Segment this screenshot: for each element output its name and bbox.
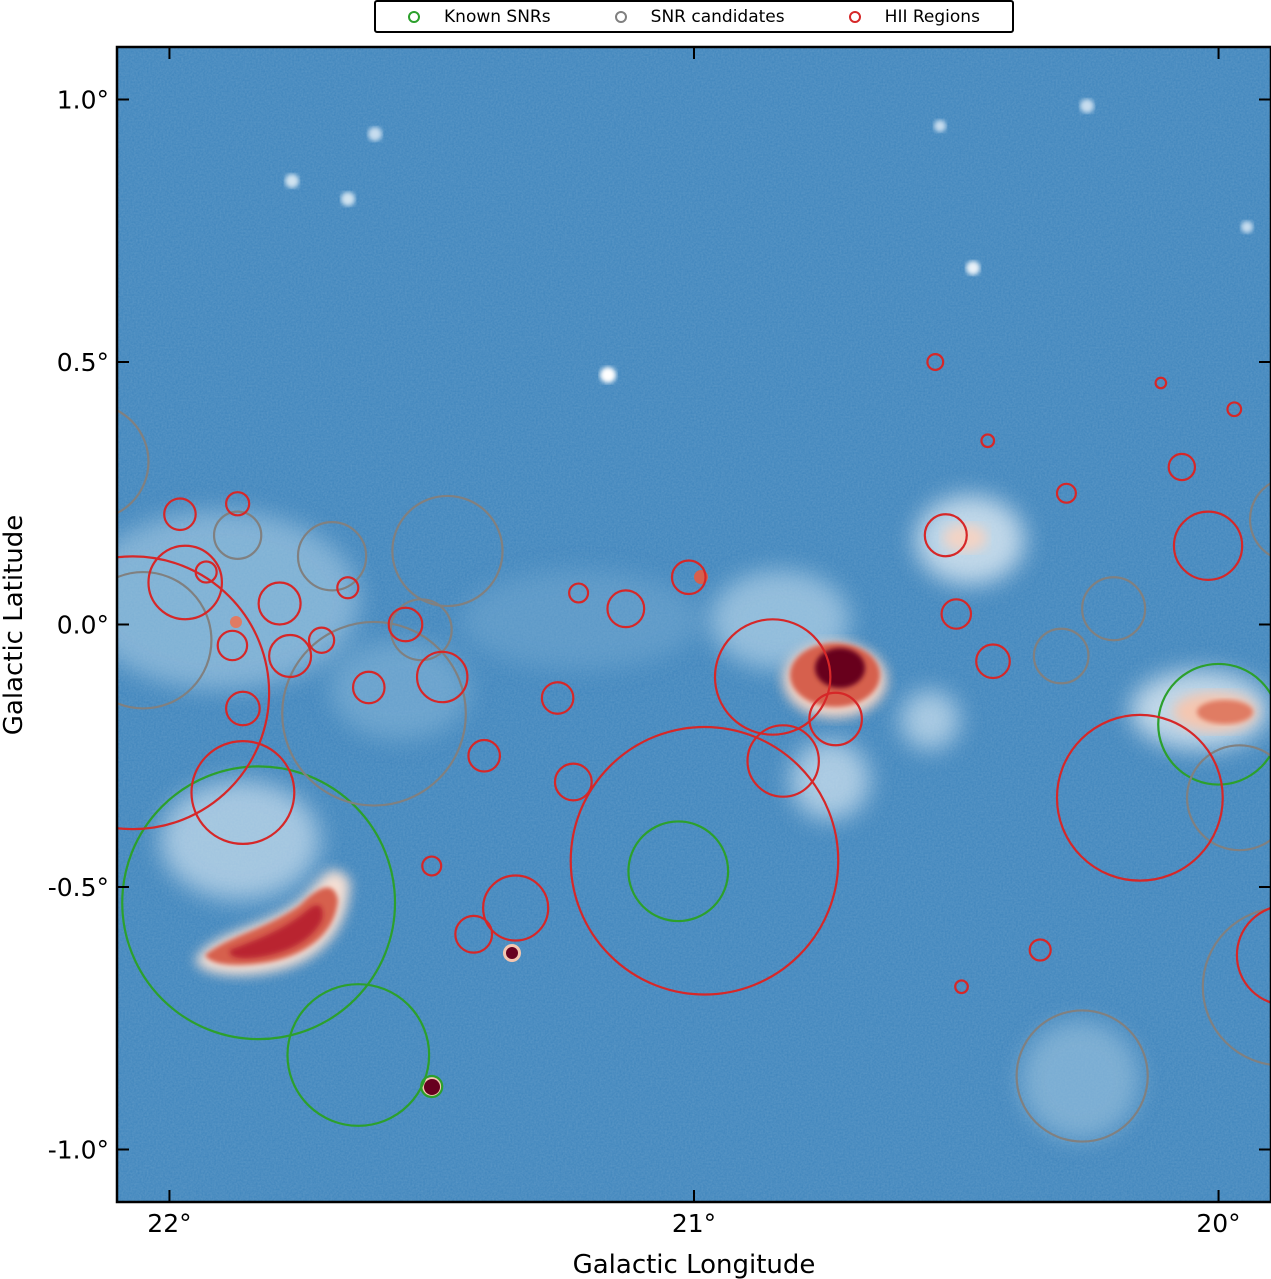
legend-label: HII Regions [884, 6, 980, 27]
hii-regions-circle [268, 633, 313, 679]
snr-candidates-circle [1032, 627, 1090, 685]
x-tick-label: 21° [672, 1209, 716, 1238]
hii-regions-circle [746, 724, 820, 798]
y-tick-label: 0.0° [57, 611, 109, 640]
hii-regions-circle [351, 670, 386, 705]
hii-regions-circle [713, 618, 832, 736]
known-snrs-circle [121, 765, 397, 1041]
hii-regions-circle [1055, 482, 1077, 504]
snr-candidates-circle [117, 570, 213, 710]
axis-ticks: 22° 21° 20° 1.0° 0.5° 0.0° -0.5° -1.0° [48, 47, 1271, 1238]
hii-regions-circle [940, 598, 973, 630]
hii-regions-circle [926, 353, 945, 371]
hii-regions-circle [1226, 401, 1243, 418]
snr-candidates-circle [1185, 744, 1271, 852]
hii-regions-circle [1055, 713, 1224, 882]
snr-candidates-circle [117, 409, 150, 515]
hii-regions-circle [147, 544, 224, 621]
legend: Known SNRs SNR candidates HII Regions [374, 0, 1014, 33]
green-circle-icon [408, 10, 421, 23]
snr-candidates-circle [1248, 481, 1271, 558]
hii-regions-circle [225, 690, 261, 727]
hii-regions-circle [194, 560, 218, 584]
hii-regions-circle [553, 762, 593, 802]
hii-regions-circle [1235, 906, 1271, 1004]
hii-regions-circle [808, 691, 863, 747]
region-circles-layer [117, 353, 1271, 1143]
hii-regions-circle [980, 433, 996, 449]
hii-regions-circle [216, 629, 249, 662]
x-tick-label: 20° [1196, 1209, 1240, 1238]
snr-candidates-circle [1015, 1009, 1149, 1143]
hii-regions-circle [1172, 510, 1244, 581]
hii-regions-circle [1167, 452, 1197, 482]
hii-regions-circle [257, 581, 302, 626]
hii-regions-circle [190, 739, 296, 846]
hii-regions-circle [923, 513, 968, 558]
snr-candidates-circle [296, 521, 368, 592]
hii-regions-circle [569, 725, 840, 996]
legend-entry-known-snrs: Known SNRs [408, 7, 551, 27]
hii-regions-circle [336, 576, 360, 600]
snr-candidates-circle [281, 620, 467, 807]
hii-regions-circle [421, 855, 443, 877]
snr-candidates-circle [391, 494, 504, 608]
hii-regions-circle [387, 606, 424, 643]
hii-regions-circle [1154, 376, 1168, 390]
snr-candidates-circle [1081, 576, 1147, 642]
hii-regions-circle [467, 738, 502, 773]
hii-regions-circle [482, 874, 550, 942]
snr-candidates-circle [1201, 907, 1271, 1066]
legend-entry-hii-regions: HII Regions [848, 6, 980, 27]
gray-circle-icon [614, 10, 627, 23]
y-axis-title: Galactic Latitude [0, 515, 29, 736]
red-circle-icon [848, 10, 861, 23]
x-tick-label: 22° [147, 1209, 191, 1238]
legend-entry-snr-candidates: SNR candidates [614, 6, 785, 27]
y-tick-label: 0.5° [57, 348, 109, 377]
y-tick-label: 1.0° [57, 86, 109, 115]
hii-regions-circle [307, 626, 336, 654]
hii-regions-circle [225, 491, 251, 517]
hii-regions-circle [606, 589, 646, 629]
y-tick-label: -1.0° [48, 1136, 109, 1165]
hii-regions-circle [975, 643, 1011, 680]
known-snrs-circle [420, 1074, 444, 1099]
snr-candidates-circle [389, 598, 453, 662]
hii-regions-circle [117, 555, 271, 831]
hii-regions-circle [415, 650, 469, 704]
hii-regions-circle [454, 914, 494, 954]
image-panel [117, 47, 1271, 1202]
hii-regions-circle [568, 582, 590, 604]
known-snrs-circle [627, 820, 730, 923]
x-axis-title: Galactic Longitude [573, 1250, 816, 1279]
hii-regions-circle [163, 497, 197, 532]
legend-label: SNR candidates [650, 6, 785, 27]
hii-regions-circle [540, 681, 575, 715]
hii-regions-circle [954, 979, 969, 995]
hii-regions-circle [670, 559, 707, 596]
known-snrs-circle [286, 983, 431, 1127]
known-snrs-circle [1157, 662, 1271, 786]
hii-regions-circle [1028, 938, 1052, 962]
legend-label: Known SNRs [444, 6, 551, 27]
y-tick-label: -0.5° [48, 873, 109, 902]
extended-bright-source [195, 99, 1257, 1097]
snr-candidates-circle [212, 510, 263, 560]
